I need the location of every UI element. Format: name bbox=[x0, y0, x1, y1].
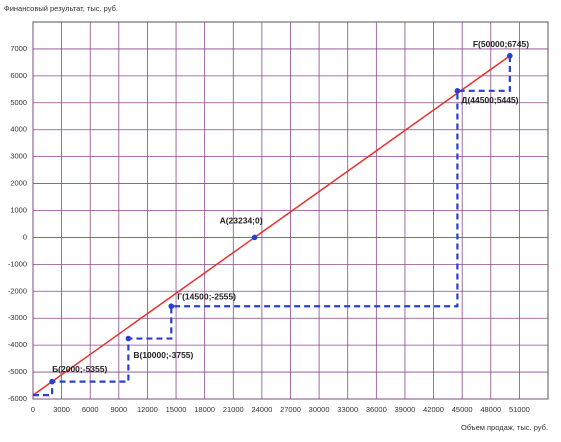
point-label: F(50000;6745) bbox=[473, 39, 529, 49]
x-tick-label: 39000 bbox=[395, 405, 416, 414]
y-tick-label: 3000 bbox=[10, 152, 27, 161]
point-marker bbox=[49, 378, 55, 385]
x-tick-label: 15000 bbox=[166, 405, 187, 414]
x-tick-label: 18000 bbox=[194, 405, 215, 414]
x-tick-label: 30000 bbox=[309, 405, 330, 414]
point-label: А(23234;0) bbox=[220, 216, 263, 226]
point-label: Б(2000;-5355) bbox=[52, 364, 107, 374]
point-label: В(10000;-3755) bbox=[133, 350, 193, 360]
y-tick-label: -5000 bbox=[8, 367, 27, 376]
x-tick-label: 45000 bbox=[452, 405, 473, 414]
y-tick-label: -4000 bbox=[8, 340, 27, 349]
point-marker bbox=[125, 335, 132, 342]
x-tick-label: 48000 bbox=[480, 405, 501, 414]
point-marker bbox=[507, 52, 513, 59]
y-axis-label: Финансовый результат, тыс. руб. bbox=[4, 4, 118, 13]
point-marker bbox=[168, 303, 175, 310]
x-tick-label: 36000 bbox=[366, 405, 387, 414]
x-tick-label: 42000 bbox=[423, 405, 444, 414]
x-tick-label: 24000 bbox=[251, 405, 272, 414]
point-marker bbox=[454, 88, 461, 94]
y-tick-label: 0 bbox=[23, 232, 27, 241]
y-tick-label: 7000 bbox=[10, 44, 27, 53]
y-tick-label: 6000 bbox=[10, 71, 27, 80]
point-label: Д(44500;5445) bbox=[461, 95, 518, 105]
x-tick-label: 9000 bbox=[110, 405, 127, 414]
point-label: Г(14500;-2555) bbox=[177, 291, 236, 301]
y-tick-label: -6000 bbox=[8, 394, 27, 403]
x-tick-label: 0 bbox=[31, 405, 35, 414]
x-tick-label: 27000 bbox=[280, 405, 301, 414]
x-tick-label: 21000 bbox=[223, 405, 244, 414]
y-tick-label: -3000 bbox=[8, 313, 27, 322]
x-tick-label: 33000 bbox=[337, 405, 358, 414]
y-tick-label: 2000 bbox=[10, 179, 27, 188]
step-line bbox=[33, 55, 511, 397]
y-tick-label: 1000 bbox=[10, 205, 27, 214]
y-tick-label: 4000 bbox=[10, 125, 27, 134]
x-tick-label: 12000 bbox=[137, 405, 158, 414]
y-tick-label: -2000 bbox=[8, 286, 27, 295]
y-tick-label: 5000 bbox=[10, 98, 27, 107]
point-marker bbox=[251, 234, 258, 241]
y-tick-label: -1000 bbox=[8, 259, 27, 268]
x-tick-label: 3000 bbox=[53, 405, 70, 414]
x-tick-label: 6000 bbox=[82, 405, 99, 414]
x-axis-label: Объем продаж, тыс. руб. bbox=[461, 423, 548, 432]
x-tick-label: 51000 bbox=[509, 405, 530, 414]
trend-line bbox=[32, 55, 511, 396]
